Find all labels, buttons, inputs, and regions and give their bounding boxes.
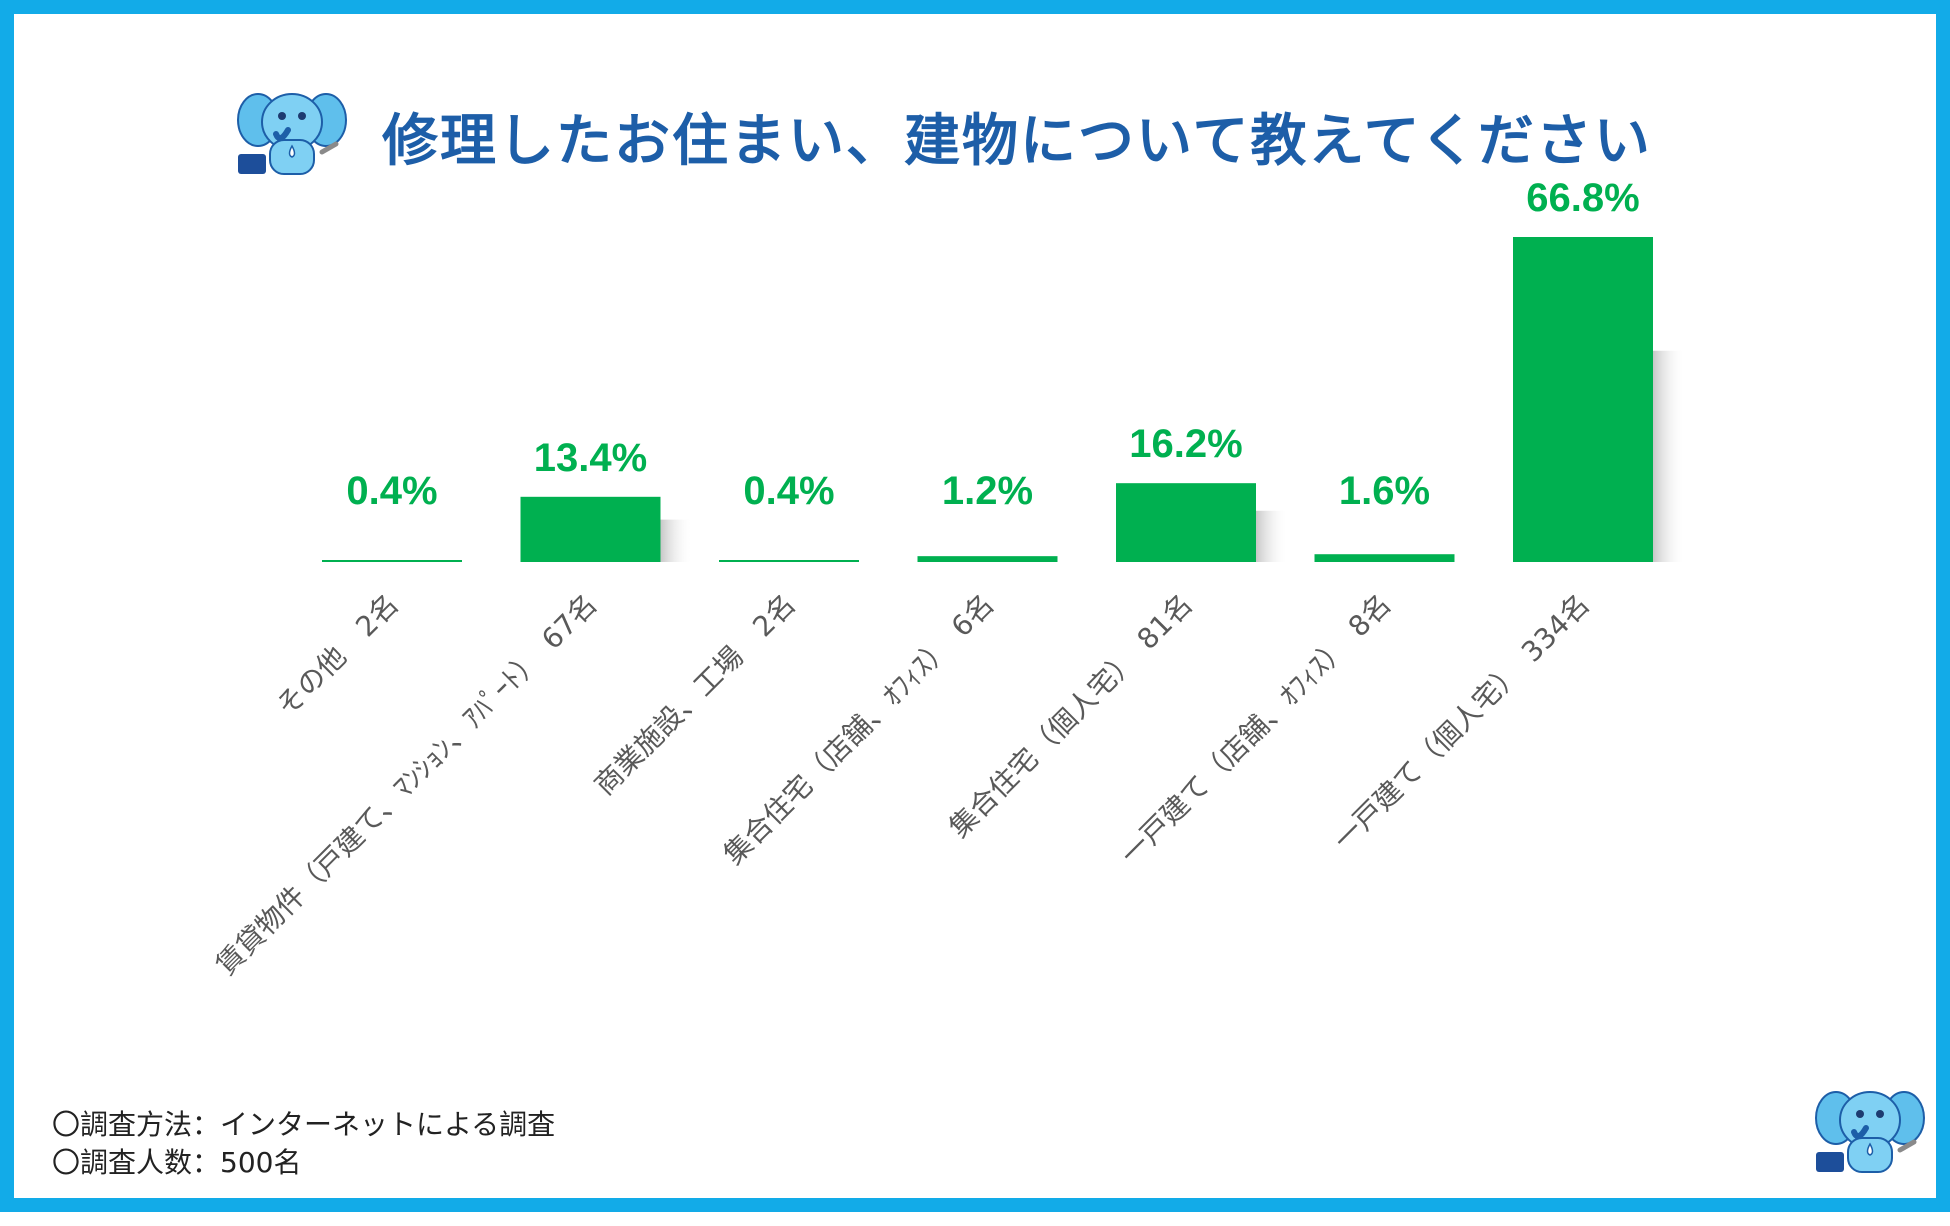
- bar-shadow: [660, 519, 693, 562]
- survey-notes: 〇調査方法：インターネットによる調査 〇調査人数：500名: [52, 1106, 555, 1182]
- category-label: 賃貸物件（戸建て、ﾏﾝｼｮﾝ、ｱﾊﾟｰﾄ） 67名: [209, 588, 603, 982]
- bar: [322, 560, 462, 562]
- data-label: 16.2%: [1129, 422, 1242, 466]
- bar-shadow: [1256, 510, 1288, 562]
- category-label: 商業施設、工場 2名: [588, 588, 802, 802]
- bar: [1314, 554, 1455, 562]
- bar: [917, 556, 1058, 562]
- bar-shadow: [1653, 350, 1685, 562]
- bar: [520, 496, 661, 562]
- survey-method: 〇調査方法：インターネットによる調査: [52, 1108, 556, 1141]
- category-label: その他 2名: [270, 588, 405, 723]
- data-label: 13.4%: [534, 436, 647, 480]
- data-label: 1.2%: [942, 469, 1033, 513]
- elephant-mascot-icon: [237, 93, 347, 175]
- bar-chart: 0.4% その他 2名 13.4% 賃貸物件（戸建て、ﾏﾝｼｮﾝ、ｱﾊﾟｰﾄ） 67名…: [209, 176, 1685, 982]
- page-title: 修理したお住まい、建物について教えてください: [382, 109, 1652, 174]
- data-label: 0.4%: [743, 469, 834, 513]
- bar: [719, 560, 859, 562]
- data-label: 0.4%: [346, 469, 437, 513]
- data-label: 66.8%: [1526, 176, 1639, 220]
- survey-count: 〇調査人数：500名: [52, 1146, 302, 1179]
- bar: [1116, 483, 1256, 562]
- bar: [1513, 237, 1653, 562]
- data-label: 1.6%: [1339, 469, 1430, 513]
- elephant-mascot-icon: [1815, 1091, 1925, 1173]
